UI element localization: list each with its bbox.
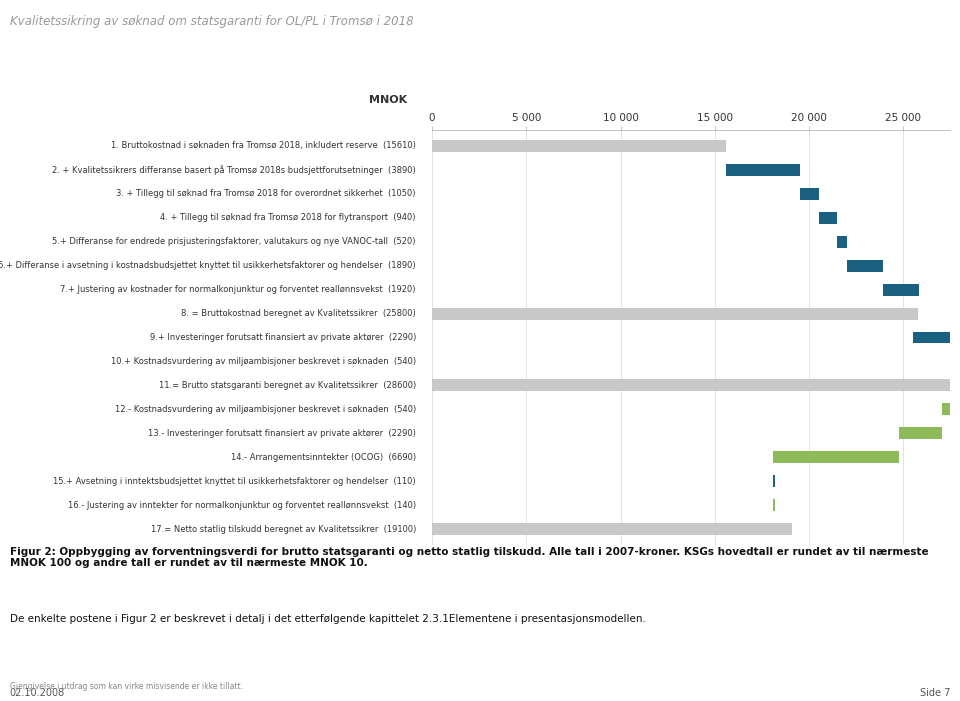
Bar: [820, 212, 837, 224]
Text: 15.+ Avsetning i inntektsbudsjettet knyttet til usikkerhetsfaktorer og hendelser: 15.+ Avsetning i inntektsbudsjettet knyt…: [53, 477, 416, 486]
Text: 8. = Bruttokostnad beregnet av Kvalitetssikrer  (25800): 8. = Bruttokostnad beregnet av Kvalitets…: [181, 309, 416, 318]
Text: 3. + Tillegg til søknad fra Tromsø 2018 for overordnet sikkerhet  (1050): 3. + Tillegg til søknad fra Tromsø 2018 …: [116, 189, 416, 198]
Text: 4. + Tillegg til søknad fra Tromsø 2018 for flytransport  (940): 4. + Tillegg til søknad fra Tromsø 2018 …: [160, 213, 416, 222]
Bar: [432, 379, 960, 391]
Bar: [800, 188, 820, 200]
Text: Figur 2: Oppbygging av forventningsverdi for brutto statsgaranti og netto statli: Figur 2: Oppbygging av forventningsverdi…: [10, 547, 928, 569]
Text: 16.- Justering av inntekter for normalkonjunktur og forventet reallønnsvekst  (1: 16.- Justering av inntekter for normalko…: [68, 501, 416, 510]
Text: 7.+ Justering av kostnader for normalkonjunktur og forventet reallønnsvekst  (19: 7.+ Justering av kostnader for normalkon…: [60, 285, 416, 294]
Bar: [913, 332, 956, 343]
Bar: [942, 404, 952, 416]
Text: 14.- Arrangementsinntekter (OCOG)  (6690): 14.- Arrangementsinntekter (OCOG) (6690): [230, 453, 416, 462]
Bar: [773, 451, 899, 463]
Bar: [727, 163, 800, 175]
Bar: [837, 236, 847, 247]
Text: 13.- Investeringer forutsatt finansiert av private aktører  (2290): 13.- Investeringer forutsatt finansiert …: [148, 429, 416, 438]
Bar: [847, 259, 882, 271]
Text: 1. Bruttokostnad i søknaden fra Tromsø 2018, inkludert reserve  (15610): 1. Bruttokostnad i søknaden fra Tromsø 2…: [111, 141, 416, 150]
Bar: [956, 355, 960, 367]
Bar: [773, 475, 775, 487]
Text: 6.+ Differanse i avsetning i kostnadsbudsjettet knyttet til usikkerhetsfaktorer : 6.+ Differanse i avsetning i kostnadsbud…: [0, 261, 416, 270]
Text: 10.+ Kostnadsvurdering av miljøambisjoner beskrevet i søknaden  (540): 10.+ Kostnadsvurdering av miljøambisjone…: [110, 357, 416, 366]
Text: 9.+ Investeringer forutsatt finansiert av private aktører  (2290): 9.+ Investeringer forutsatt finansiert a…: [150, 333, 416, 342]
Bar: [432, 308, 919, 320]
Text: De enkelte postene i Figur 2 er beskrevet i detalj i det etterfølgende kapittele: De enkelte postene i Figur 2 er beskreve…: [10, 614, 645, 625]
Text: 2. + Kvalitetssikrers differanse basert på Tromsø 2018s budsjettforutsetninger  : 2. + Kvalitetssikrers differanse basert …: [52, 165, 416, 175]
Text: MNOK: MNOK: [369, 95, 407, 105]
Bar: [432, 139, 727, 151]
Bar: [773, 499, 776, 512]
Text: 12.- Kostnadsvurdering av miljøambisjoner beskrevet i søknaden  (540): 12.- Kostnadsvurdering av miljøambisjone…: [114, 405, 416, 414]
Text: Kvalitetssikring av søknad om statsgaranti for OL/PL i Tromsø i 2018: Kvalitetssikring av søknad om statsgaran…: [10, 15, 413, 29]
Text: 02.10.2008: 02.10.2008: [10, 688, 65, 698]
Text: 5.+ Differanse for endrede prisjusteringsfaktorer, valutakurs og nye VANOC-tall : 5.+ Differanse for endrede prisjustering…: [53, 237, 416, 246]
Text: Side 7: Side 7: [920, 688, 950, 698]
Bar: [432, 524, 792, 536]
Bar: [899, 428, 942, 440]
Bar: [882, 283, 919, 296]
Text: Gjengivelse i utdrag som kan virke misvisende er ikke tillatt.: Gjengivelse i utdrag som kan virke misvi…: [10, 682, 243, 691]
Text: 11.= Brutto statsgaranti beregnet av Kvalitetssikrer  (28600): 11.= Brutto statsgaranti beregnet av Kva…: [158, 381, 416, 390]
Text: 17.= Netto statlig tilskudd beregnet av Kvalitetssikrer  (19100): 17.= Netto statlig tilskudd beregnet av …: [151, 525, 416, 534]
